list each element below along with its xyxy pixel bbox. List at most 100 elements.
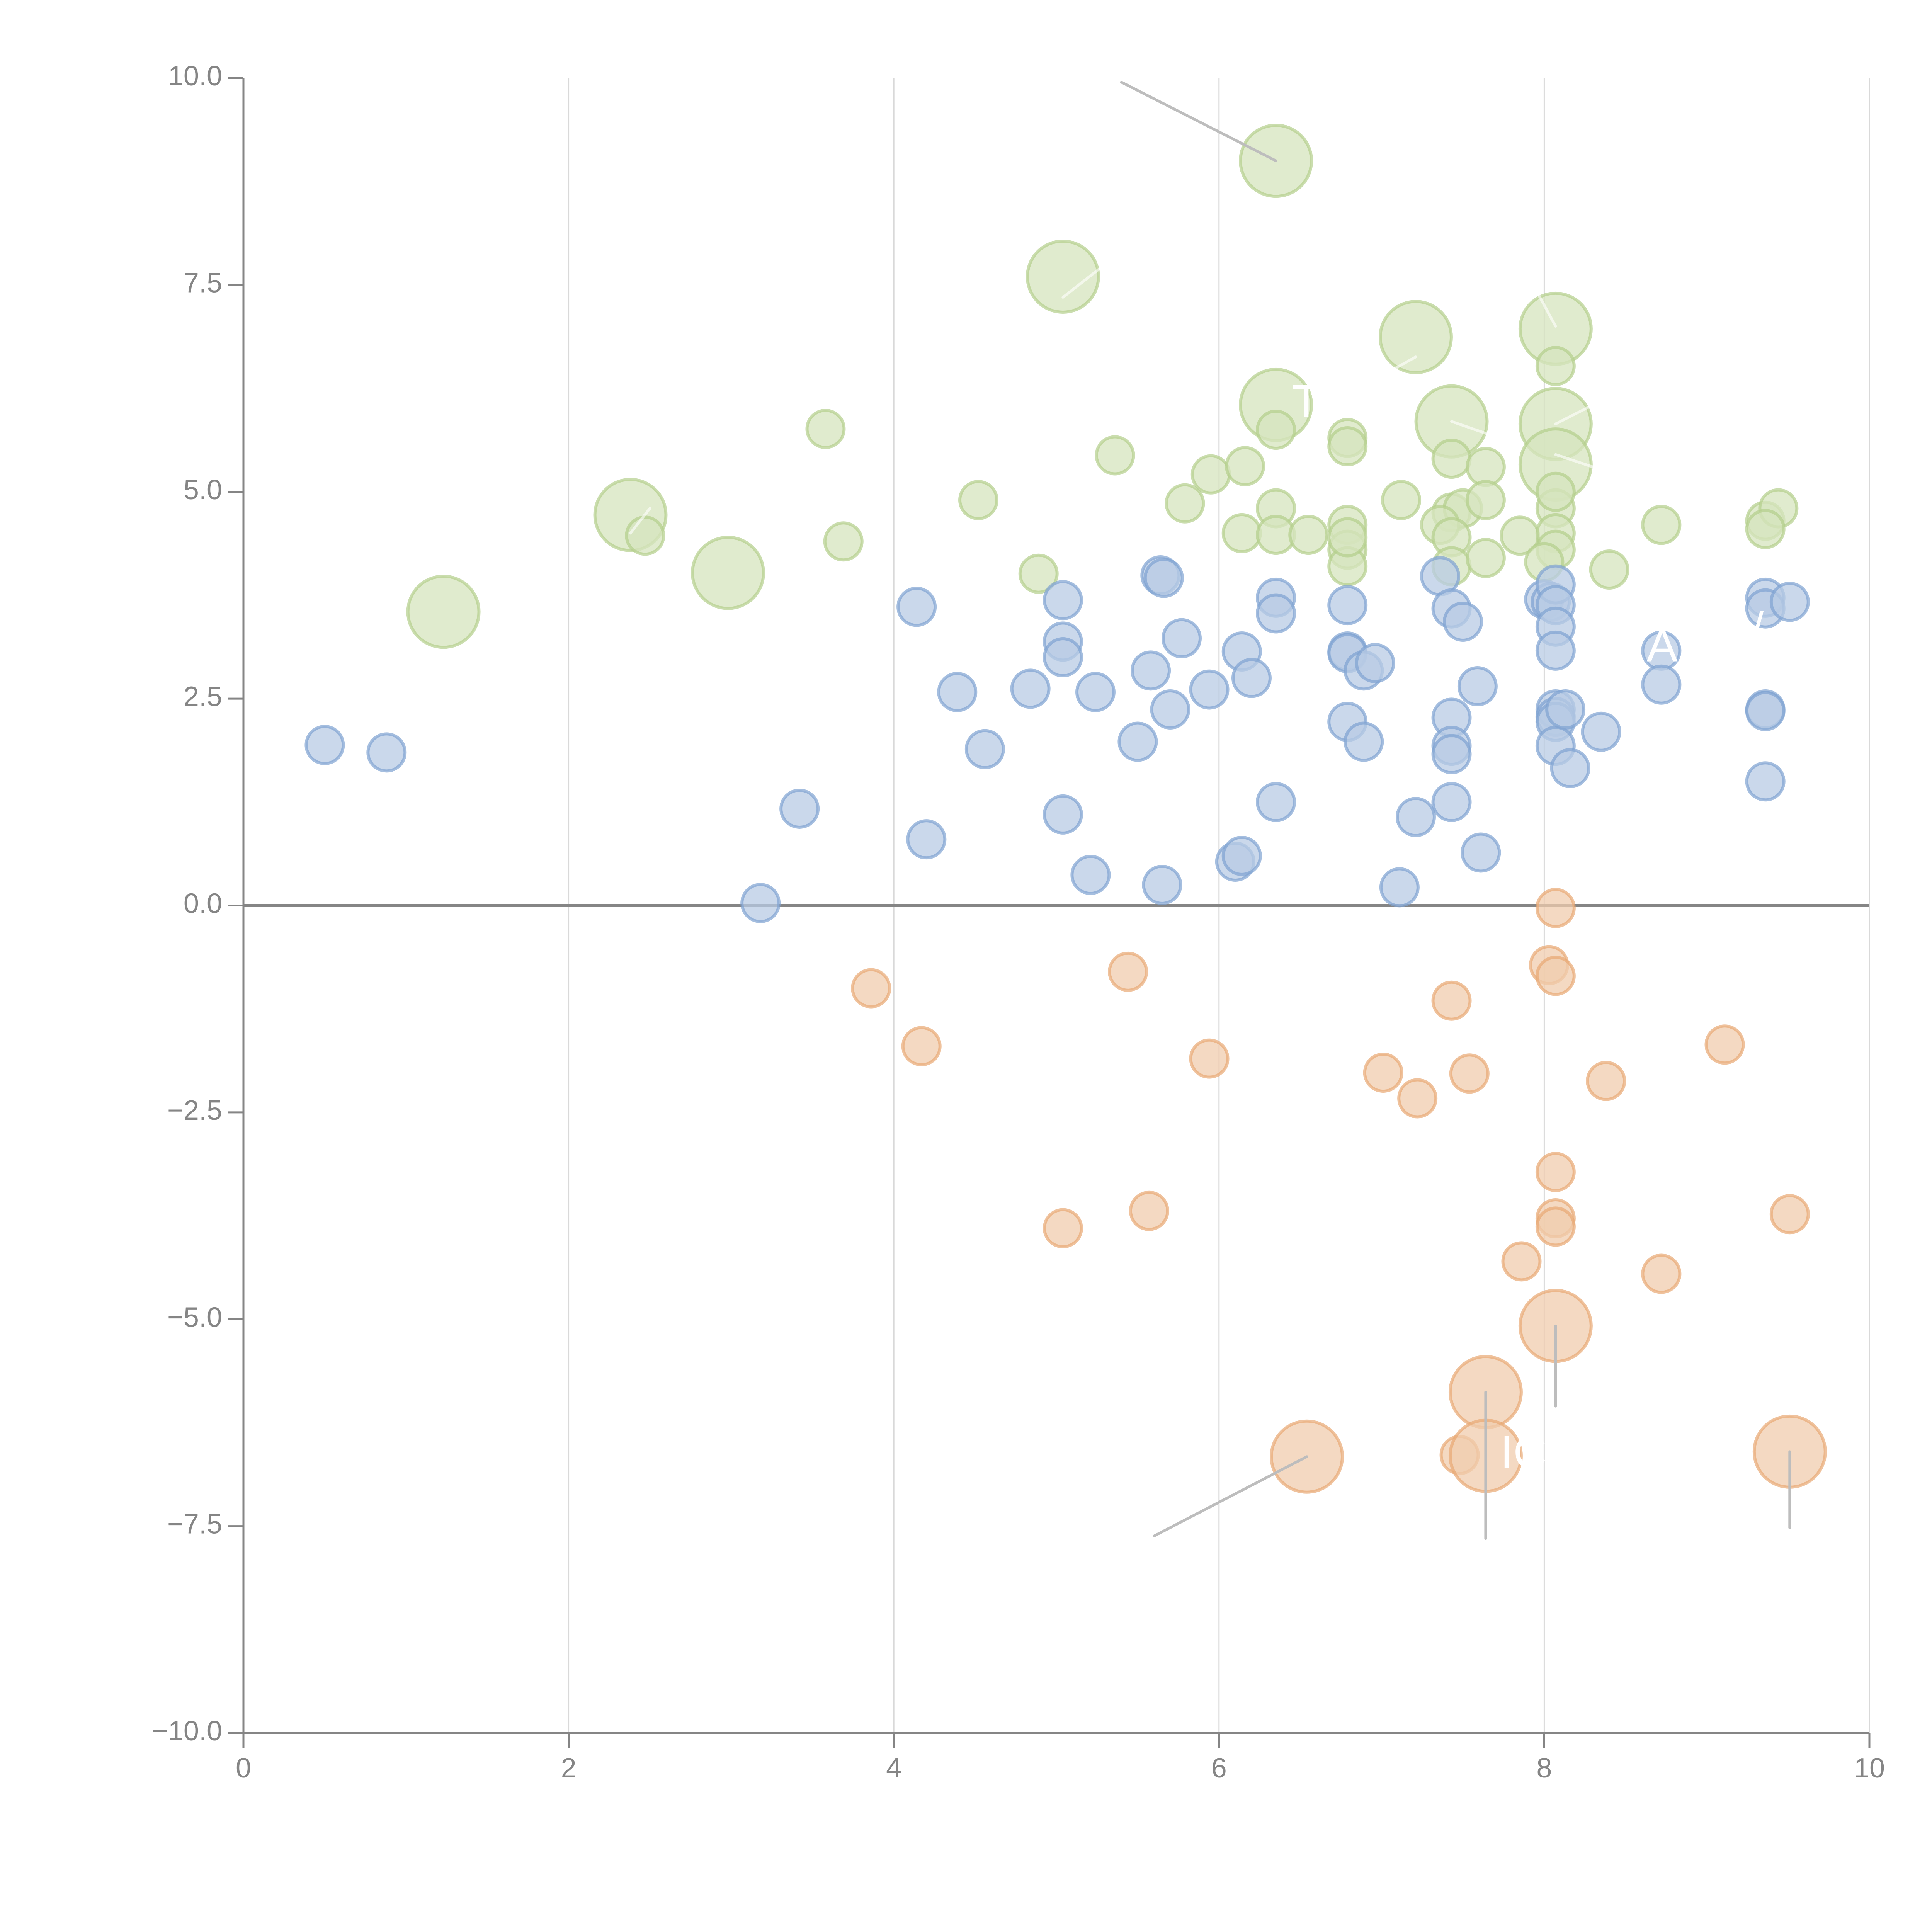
bubble-orange-14 <box>1704 1024 1745 1065</box>
bubble-orange-17 <box>1535 1206 1576 1247</box>
bubble-blue-68 <box>1745 761 1786 802</box>
bubble-green-18 <box>1327 426 1368 466</box>
bubble-blue-3 <box>779 788 820 829</box>
bubble-blue-20 <box>1150 689 1190 730</box>
bubble-blue-19 <box>1142 864 1182 905</box>
bubble-green-10 <box>406 575 481 649</box>
bubble-orange-8 <box>1431 980 1472 1021</box>
bubble-green-28 <box>1465 480 1506 520</box>
bubble-green-52 <box>1589 549 1629 590</box>
x-tick-label-1: 2 <box>561 1753 577 1784</box>
bubble-orange-12 <box>1535 956 1576 996</box>
bubble-blue-18 <box>1143 558 1184 598</box>
bubble-orange-15 <box>1535 1152 1576 1192</box>
bubble-green-40 <box>1288 515 1329 555</box>
bubble-blue-59 <box>1550 748 1590 789</box>
bubble-blue-38 <box>1395 797 1436 837</box>
bubble-blue-22 <box>1189 669 1230 710</box>
bubble-green-35 <box>625 515 665 556</box>
bubble-green-1 <box>1026 239 1100 314</box>
bubble-blue-1 <box>366 732 407 773</box>
bubble-blue-41 <box>1443 601 1483 642</box>
bubble-green-47 <box>1465 538 1506 578</box>
leader-line-0 <box>1120 81 1277 162</box>
y-tick-label-3: 2.5 <box>184 681 222 712</box>
bubble-blue-47 <box>1461 832 1501 873</box>
bubble-orange-3 <box>1189 1038 1230 1079</box>
bubble-blue-0 <box>304 725 345 765</box>
bubble-blue-44 <box>1431 734 1472 774</box>
bubble-green-14 <box>1190 454 1231 495</box>
bubble-blue-45 <box>1431 782 1472 822</box>
bubble-orange-5 <box>1129 1190 1169 1231</box>
y-tick-label-4: 0.0 <box>184 888 222 919</box>
bubble-blue-37 <box>1379 867 1420 908</box>
leader-lines <box>629 81 1791 1540</box>
bubble-blue-14 <box>1075 672 1116 712</box>
bubble-green-11 <box>1535 346 1576 386</box>
bubble-orange-6 <box>1363 1053 1403 1093</box>
bubble-green-19 <box>1431 439 1472 479</box>
bubble-blue-30 <box>1327 585 1368 626</box>
bubble-blue-67 <box>1745 691 1786 731</box>
bubble-blue-28 <box>1256 593 1296 634</box>
bubble-green-38 <box>1221 513 1262 553</box>
bubble-orange-18 <box>1501 1241 1542 1282</box>
bubble-blue-15 <box>1117 721 1158 762</box>
annotations: TW IC A / <box>1292 376 1764 1478</box>
bubble-green-2 <box>1378 300 1453 374</box>
x-axis-ticks: 0 2 4 6 8 10 <box>236 1733 1885 1784</box>
bubble-blue-65 <box>1769 582 1810 622</box>
x-tick-label-4: 8 <box>1536 1753 1552 1784</box>
leader-line-4 <box>1554 399 1603 425</box>
bubble-green-13 <box>1095 435 1135 476</box>
bubble-blue-58 <box>1545 689 1586 730</box>
bubble-blue-8 <box>1010 668 1051 709</box>
bubble-green-15 <box>1225 446 1265 486</box>
bubble-blue-36 <box>1355 643 1395 684</box>
bubble-blue-4 <box>896 587 937 627</box>
bubble-blue-24 <box>1221 836 1262 876</box>
bubble-green-34 <box>1745 509 1786 549</box>
annotation-label-2: A <box>1647 619 1678 671</box>
bubble-blue-12 <box>1043 794 1083 835</box>
leader-line-5 <box>1450 420 1489 435</box>
x-tick-label-2: 4 <box>886 1753 901 1784</box>
bubble-blue-21 <box>1162 618 1202 658</box>
leader-line-6 <box>1554 453 1595 469</box>
bubble-green-37 <box>1018 553 1059 594</box>
bubble-blue-7 <box>964 729 1005 769</box>
y-axis-ticks: 10.0 7.5 5.0 2.5 0.0 −2.5 −5.0 −7.5 −10.0 <box>152 61 243 1747</box>
bubbles <box>304 124 1827 1494</box>
bubble-green-25 <box>1381 480 1422 520</box>
leader-line-7 <box>629 507 651 535</box>
bubble-blue-16 <box>1131 650 1171 691</box>
y-tick-label-8: −10.0 <box>152 1716 222 1747</box>
bubble-blue-46 <box>1457 666 1498 707</box>
y-tick-label-7: −7.5 <box>167 1509 222 1540</box>
y-tick-label-5: −2.5 <box>167 1095 222 1126</box>
bubble-green-36 <box>823 521 864 562</box>
bubble-orange-7 <box>1397 1078 1438 1119</box>
bubble-blue-34 <box>1344 721 1384 762</box>
y-tick-label-6: −5.0 <box>167 1302 222 1333</box>
bubble-green-20 <box>1465 447 1506 487</box>
bubble-orange-10 <box>1535 888 1576 928</box>
bubble-blue-53 <box>1535 630 1576 671</box>
annotation-label-3: / <box>1751 603 1764 655</box>
bubble-orange-19 <box>1641 1253 1682 1294</box>
x-tick-label-3: 6 <box>1211 1753 1227 1784</box>
bubble-orange-0 <box>851 968 891 1009</box>
leader-line-3 <box>1536 292 1557 328</box>
leader-line-10 <box>1152 1455 1308 1537</box>
bubble-blue-2 <box>740 883 781 923</box>
annotation-label-0: TW <box>1292 376 1364 427</box>
x-tick-label-0: 0 <box>236 1753 251 1784</box>
y-tick-label-0: 10.0 <box>168 61 222 92</box>
y-tick-label-1: 7.5 <box>184 267 222 298</box>
bubble-orange-1 <box>901 1026 942 1066</box>
bubble-green-22 <box>1165 483 1205 524</box>
bubble-blue-13 <box>1070 855 1111 895</box>
bubble-orange-20 <box>1769 1194 1810 1235</box>
